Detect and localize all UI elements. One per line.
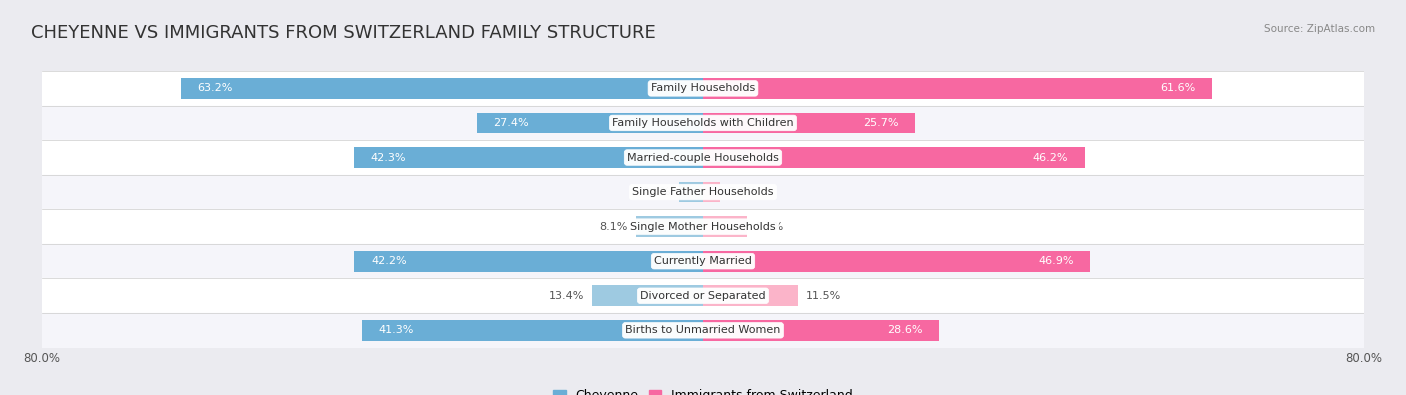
Bar	[353, 147, 703, 168]
Bar	[181, 78, 703, 99]
Text: 25.7%: 25.7%	[863, 118, 898, 128]
Text: 2.0%: 2.0%	[728, 187, 756, 197]
Bar	[42, 244, 1364, 278]
Text: 41.3%: 41.3%	[378, 325, 413, 335]
Bar	[361, 320, 703, 340]
Bar	[592, 285, 703, 306]
Bar	[679, 182, 703, 202]
Text: Births to Unmarried Women: Births to Unmarried Women	[626, 325, 780, 335]
Bar	[703, 320, 939, 340]
Text: 61.6%: 61.6%	[1160, 83, 1195, 93]
Bar	[42, 209, 1364, 244]
Text: Married-couple Households: Married-couple Households	[627, 152, 779, 162]
Text: Family Households with Children: Family Households with Children	[612, 118, 794, 128]
Text: Single Mother Households: Single Mother Households	[630, 222, 776, 231]
Text: Currently Married: Currently Married	[654, 256, 752, 266]
Text: 63.2%: 63.2%	[197, 83, 233, 93]
Bar	[703, 285, 799, 306]
Bar	[703, 182, 720, 202]
Legend: Cheyenne, Immigrants from Switzerland: Cheyenne, Immigrants from Switzerland	[553, 389, 853, 395]
Text: 46.2%: 46.2%	[1032, 152, 1069, 162]
Text: 42.3%: 42.3%	[370, 152, 405, 162]
Bar	[703, 78, 1212, 99]
Text: 46.9%: 46.9%	[1039, 256, 1074, 266]
Text: 8.1%: 8.1%	[599, 222, 628, 231]
Bar	[42, 106, 1364, 140]
Bar	[42, 71, 1364, 106]
Bar	[636, 216, 703, 237]
Text: Source: ZipAtlas.com: Source: ZipAtlas.com	[1264, 24, 1375, 34]
Text: 2.9%: 2.9%	[643, 187, 671, 197]
Bar	[354, 251, 703, 272]
Bar	[703, 251, 1091, 272]
Bar	[477, 113, 703, 134]
Text: Divorced or Separated: Divorced or Separated	[640, 291, 766, 301]
Bar	[42, 175, 1364, 209]
Text: 13.4%: 13.4%	[548, 291, 583, 301]
Text: CHEYENNE VS IMMIGRANTS FROM SWITZERLAND FAMILY STRUCTURE: CHEYENNE VS IMMIGRANTS FROM SWITZERLAND …	[31, 24, 655, 42]
Bar	[42, 278, 1364, 313]
Bar	[42, 140, 1364, 175]
Text: 28.6%: 28.6%	[887, 325, 922, 335]
Bar	[42, 313, 1364, 348]
Text: Family Households: Family Households	[651, 83, 755, 93]
Bar	[703, 147, 1084, 168]
Text: 11.5%: 11.5%	[806, 291, 842, 301]
Bar	[703, 113, 915, 134]
Text: Single Father Households: Single Father Households	[633, 187, 773, 197]
Text: 42.2%: 42.2%	[371, 256, 406, 266]
Bar	[703, 216, 747, 237]
Text: 27.4%: 27.4%	[494, 118, 529, 128]
Text: 5.3%: 5.3%	[755, 222, 783, 231]
